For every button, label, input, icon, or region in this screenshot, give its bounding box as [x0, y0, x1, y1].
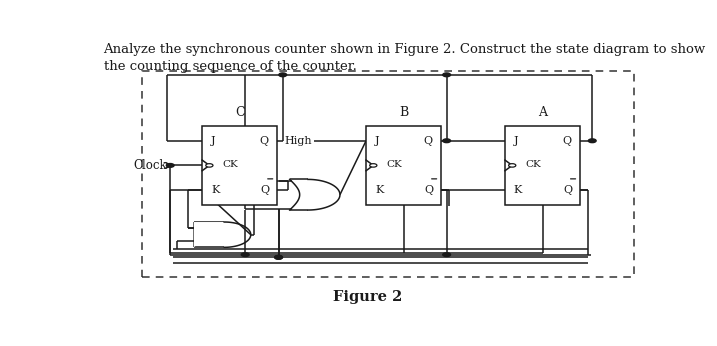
Text: Q: Q [259, 136, 268, 146]
Text: CK: CK [386, 160, 402, 169]
Circle shape [443, 139, 450, 143]
Bar [505, 126, 580, 205]
Text: Q: Q [424, 185, 434, 195]
Text: Clock: Clock [134, 159, 167, 172]
Bar [143, 71, 634, 277]
Polygon shape [290, 179, 340, 210]
Text: B: B [399, 107, 408, 119]
Text: K: K [375, 185, 384, 195]
Text: Figure 2: Figure 2 [333, 290, 402, 304]
Text: Q: Q [562, 136, 571, 146]
Circle shape [443, 253, 450, 256]
Text: J: J [375, 136, 379, 146]
Circle shape [166, 164, 174, 167]
Circle shape [589, 139, 596, 143]
Text: the counting sequence of the counter.: the counting sequence of the counter. [103, 60, 356, 73]
Polygon shape [194, 222, 251, 247]
Bar [202, 126, 277, 205]
Circle shape [242, 253, 249, 256]
Text: CK: CK [525, 160, 541, 169]
Bar [366, 126, 441, 205]
Text: J: J [211, 136, 216, 146]
Text: Analyze the synchronous counter shown in Figure 2. Construct the state diagram t: Analyze the synchronous counter shown in… [103, 43, 706, 56]
Circle shape [206, 164, 213, 167]
Circle shape [279, 73, 287, 77]
Text: Q: Q [261, 185, 270, 195]
Text: J: J [514, 136, 518, 146]
Text: Q: Q [564, 185, 573, 195]
Text: High: High [284, 136, 312, 146]
Circle shape [275, 255, 282, 259]
Text: A: A [538, 107, 547, 119]
Text: K: K [514, 185, 522, 195]
Text: CK: CK [222, 160, 238, 169]
Text: K: K [211, 185, 219, 195]
Circle shape [443, 73, 450, 77]
Circle shape [508, 164, 516, 167]
Text: C: C [235, 107, 244, 119]
Text: Q: Q [423, 136, 432, 146]
Circle shape [370, 164, 377, 167]
Circle shape [275, 255, 282, 259]
